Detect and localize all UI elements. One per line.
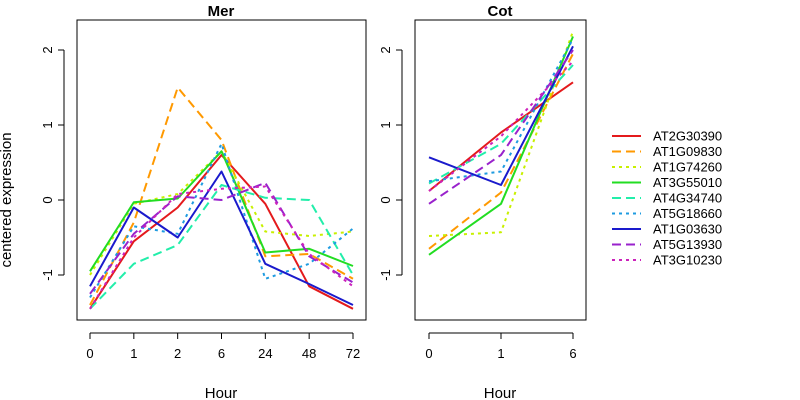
y-axis-title: centered expression <box>0 132 15 267</box>
x-tick-label-mer: 0 <box>86 346 93 361</box>
legend-item: AT3G55010 <box>612 175 722 190</box>
legend-label: AT1G74260 <box>653 160 722 175</box>
series-line-at5g13930-cot <box>428 49 574 205</box>
series-line-at1g09830-cot <box>428 53 574 250</box>
y-tick-label-mer: 0 <box>40 196 55 203</box>
series-line-at3g10230-cot <box>428 60 574 192</box>
y-tick-label-cot: 0 <box>378 196 393 203</box>
legend-label: AT2G30390 <box>653 129 722 144</box>
panel-mer: Mer Hour 0 1 2 6 24 48 72 -1 0 1 2 <box>40 3 367 400</box>
series-line-at1g74260-cot <box>428 30 574 237</box>
series-line-at2g30390-cot <box>428 81 574 192</box>
x-tick-label-mer: 1 <box>130 346 137 361</box>
series-line-at3g55010-mer <box>89 150 354 272</box>
panel-cot: Cot Hour 0 1 6 -1 0 1 2 <box>378 3 587 400</box>
series-line-at1g03630-cot <box>428 45 574 186</box>
panel-title-mer: Mer <box>208 3 235 20</box>
legend-item: AT4G34740 <box>612 191 722 206</box>
legend-label: AT5G13930 <box>653 237 722 252</box>
x-tick-label-cot: 1 <box>497 346 504 361</box>
legend-item: AT1G74260 <box>612 160 722 175</box>
legend-item: AT2G30390 <box>612 129 722 144</box>
x-axis-title-mer: Hour <box>205 385 238 400</box>
y-tick-label-cot: 2 <box>378 46 393 53</box>
x-tick-label-mer: 2 <box>174 346 181 361</box>
y-tick-label-mer: 1 <box>40 121 55 128</box>
legend-label: AT1G03630 <box>653 222 722 237</box>
series-line-at4g34740-mer <box>89 184 354 310</box>
x-tick-label-mer: 6 <box>218 346 225 361</box>
x-tick-label-mer: 72 <box>346 346 360 361</box>
y-tick-label-mer: 2 <box>40 46 55 53</box>
series-line-at1g09830-mer <box>89 86 354 306</box>
x-axis-title-cot: Hour <box>484 385 517 400</box>
series-line-at5g18660-mer <box>89 142 354 299</box>
x-tick-label-mer: 24 <box>258 346 272 361</box>
legend-item: AT5G13930 <box>612 237 722 252</box>
series-line-at1g03630-mer <box>89 170 354 306</box>
legend-label: AT3G10230 <box>653 253 722 268</box>
legend: AT2G30390AT1G09830AT1G74260AT3G55010AT4G… <box>612 129 722 268</box>
legend-label: AT1G09830 <box>653 144 722 159</box>
x-tick-label-cot: 0 <box>425 346 432 361</box>
plot-frame-cot <box>414 19 587 321</box>
y-tick-label-cot: -1 <box>378 269 393 281</box>
x-tick-label-mer: 48 <box>302 346 316 361</box>
x-tick-label-cot: 6 <box>569 346 576 361</box>
legend-item: AT3G10230 <box>612 253 722 268</box>
plot-frame-mer <box>76 19 367 321</box>
legend-item: AT1G03630 <box>612 222 722 237</box>
series-line-at3g55010-cot <box>428 36 574 256</box>
legend-label: AT3G55010 <box>653 175 722 190</box>
y-tick-label-mer: -1 <box>40 269 55 281</box>
legend-item: AT1G09830 <box>612 144 722 159</box>
legend-label: AT5G18660 <box>653 206 722 221</box>
legend-label: AT4G34740 <box>653 191 722 206</box>
series-line-at3g10230-mer <box>89 185 354 310</box>
legend-item: AT5G18660 <box>612 206 722 221</box>
series-line-at5g18660-cot <box>428 38 574 183</box>
y-tick-label-cot: 1 <box>378 121 393 128</box>
series-line-at2g30390-mer <box>89 154 354 310</box>
series-line-at5g13930-mer <box>89 181 354 295</box>
panel-title-cot: Cot <box>488 3 513 20</box>
